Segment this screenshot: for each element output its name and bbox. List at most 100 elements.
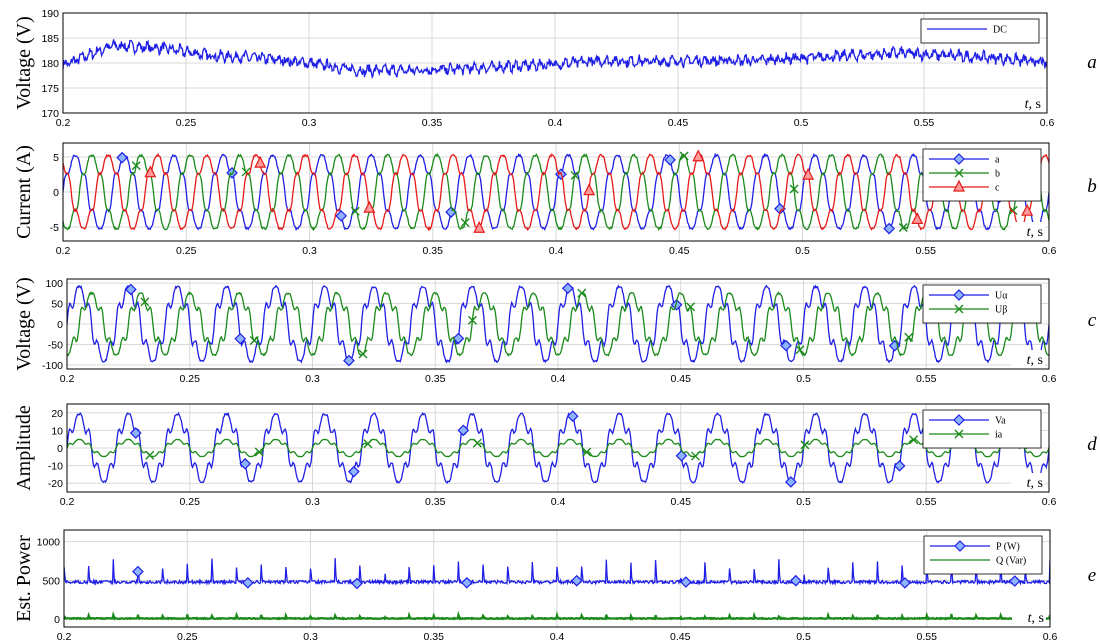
series-marker [472, 438, 482, 448]
x-tick-label: 0.5 [796, 496, 811, 508]
plot-frame [62, 142, 1050, 242]
series-marker [241, 167, 251, 177]
x-tick-label: 0.4 [549, 245, 564, 257]
series-line-ia [67, 438, 1049, 458]
x-tick-label: 0.45 [671, 373, 692, 385]
series-line-DC [63, 39, 1047, 79]
series-marker [1008, 575, 1021, 587]
series-group [63, 149, 1049, 235]
series-marker [254, 155, 267, 168]
y-tick-label: 0 [54, 614, 60, 626]
series-marker [350, 206, 360, 216]
legend-marker [953, 289, 965, 301]
series-marker [473, 220, 486, 233]
y-tick-label: 190 [41, 8, 59, 20]
series-marker [780, 339, 792, 352]
x-tick-label: 0.6 [1042, 373, 1057, 385]
x-tick-label: 0.25 [176, 245, 197, 257]
x-tick-label: 0.6 [1042, 496, 1057, 508]
legend-marker [954, 304, 964, 314]
series-marker [899, 577, 911, 589]
x-tick-label: 0.35 [422, 117, 443, 129]
series-marker [249, 336, 259, 346]
series-group [67, 282, 1049, 367]
legend-label: b [995, 169, 1000, 180]
series-marker [690, 451, 700, 461]
plot-frame [66, 278, 1050, 370]
chart-panel-a: 0.2 0.25 0.3 0.35 0.4 0.45 0.5 0.55 0.6 170 175 180… [13, 8, 1097, 129]
series-line-Q (Var) [64, 610, 1050, 621]
series-marker [883, 222, 895, 235]
series-marker [583, 183, 596, 196]
x-tick-label: 0.6 [1043, 631, 1058, 642]
x-tick-label: 0.25 [180, 373, 201, 385]
series-marker [234, 332, 247, 345]
x-tick-label: 0.3 [302, 117, 317, 129]
x-tick-label: 0.3 [305, 373, 320, 385]
panel-letter: e [1088, 565, 1096, 586]
x-tick-label: 0.5 [796, 373, 811, 385]
grid [66, 279, 1050, 369]
y-tick-label: 5 [53, 152, 59, 164]
series-marker [679, 151, 689, 161]
chart-panel-c: 0.2 0.25 0.3 0.35 0.4 0.45 0.5 0.55 0.6 -100 -50 0 5… [13, 277, 1097, 385]
x-tick-label: 0.2 [57, 631, 72, 642]
y-axis-label: Voltage (V) [13, 16, 35, 110]
legend-label: a [995, 155, 1000, 166]
series-marker [132, 565, 144, 578]
legend-box [923, 535, 1043, 575]
legend-marker [953, 153, 965, 165]
series-marker [904, 332, 914, 342]
y-axis-label: Current (A) [13, 145, 35, 239]
y-axis-label: Amplitude [13, 405, 35, 491]
legend-box [922, 409, 1042, 449]
legend: Uα Uβ [922, 284, 1042, 324]
y-tick-label: -100 [42, 360, 63, 372]
x-tick-label: 0.35 [423, 245, 444, 257]
series-marker [795, 345, 805, 355]
x-tick-label: 0.6 [1040, 117, 1055, 129]
x-tick-label: 0.45 [671, 496, 692, 508]
series-marker [893, 459, 906, 472]
series-marker [116, 151, 129, 164]
panel-letter: b [1087, 176, 1097, 197]
legend: abc [922, 148, 1042, 202]
x-axis-label: t, s [1025, 97, 1041, 112]
legend-marker [954, 540, 966, 552]
x-tick-label: 0.4 [550, 631, 565, 642]
x-axis-label: t, s [1027, 225, 1043, 240]
series-line-Uβ [67, 290, 1049, 357]
x-tick-label: 0.3 [302, 245, 317, 257]
series-marker [802, 167, 815, 180]
series-marker [140, 297, 150, 307]
legend-label: Q (Var) [996, 556, 1026, 567]
x-tick-label: 0.4 [548, 117, 563, 129]
chart-panel-e: 0.2 0.25 0.3 0.35 0.4 0.45 0.5 0.55 0.6 0 500 1000E… [13, 529, 1096, 642]
series-line-a [63, 152, 1049, 232]
x-tick-label: 0.4 [551, 496, 566, 508]
y-tick-label: 175 [41, 83, 59, 95]
series-marker [686, 302, 696, 312]
x-tick-label: 0.3 [305, 496, 320, 508]
legend-box [920, 18, 1040, 44]
y-tick-label: -10 [48, 461, 63, 473]
series-marker [460, 218, 470, 228]
x-tick-label: 0.35 [425, 496, 446, 508]
series-marker [363, 200, 376, 213]
y-axis-label: Voltage (V) [13, 277, 35, 371]
x-tick-label: 0.45 [670, 631, 691, 642]
x-axis-label: t, s [1028, 611, 1044, 626]
x-tick-label: 0.45 [668, 117, 689, 129]
series-marker [131, 161, 141, 171]
series-marker [561, 282, 574, 295]
legend-label: c [995, 183, 1000, 194]
x-tick-label: 0.5 [796, 631, 811, 642]
y-tick-label: -50 [48, 339, 63, 351]
chart-panel-b: 0.2 0.25 0.3 0.35 0.4 0.45 0.5 0.55 0.6 -5 0 5 Curre… [13, 142, 1097, 257]
series-marker [692, 149, 705, 162]
y-tick-label: 10 [51, 425, 63, 437]
x-tick-label: 0.2 [56, 245, 71, 257]
x-tick-label: 0.6 [1042, 245, 1057, 257]
legend-marker [954, 429, 964, 439]
